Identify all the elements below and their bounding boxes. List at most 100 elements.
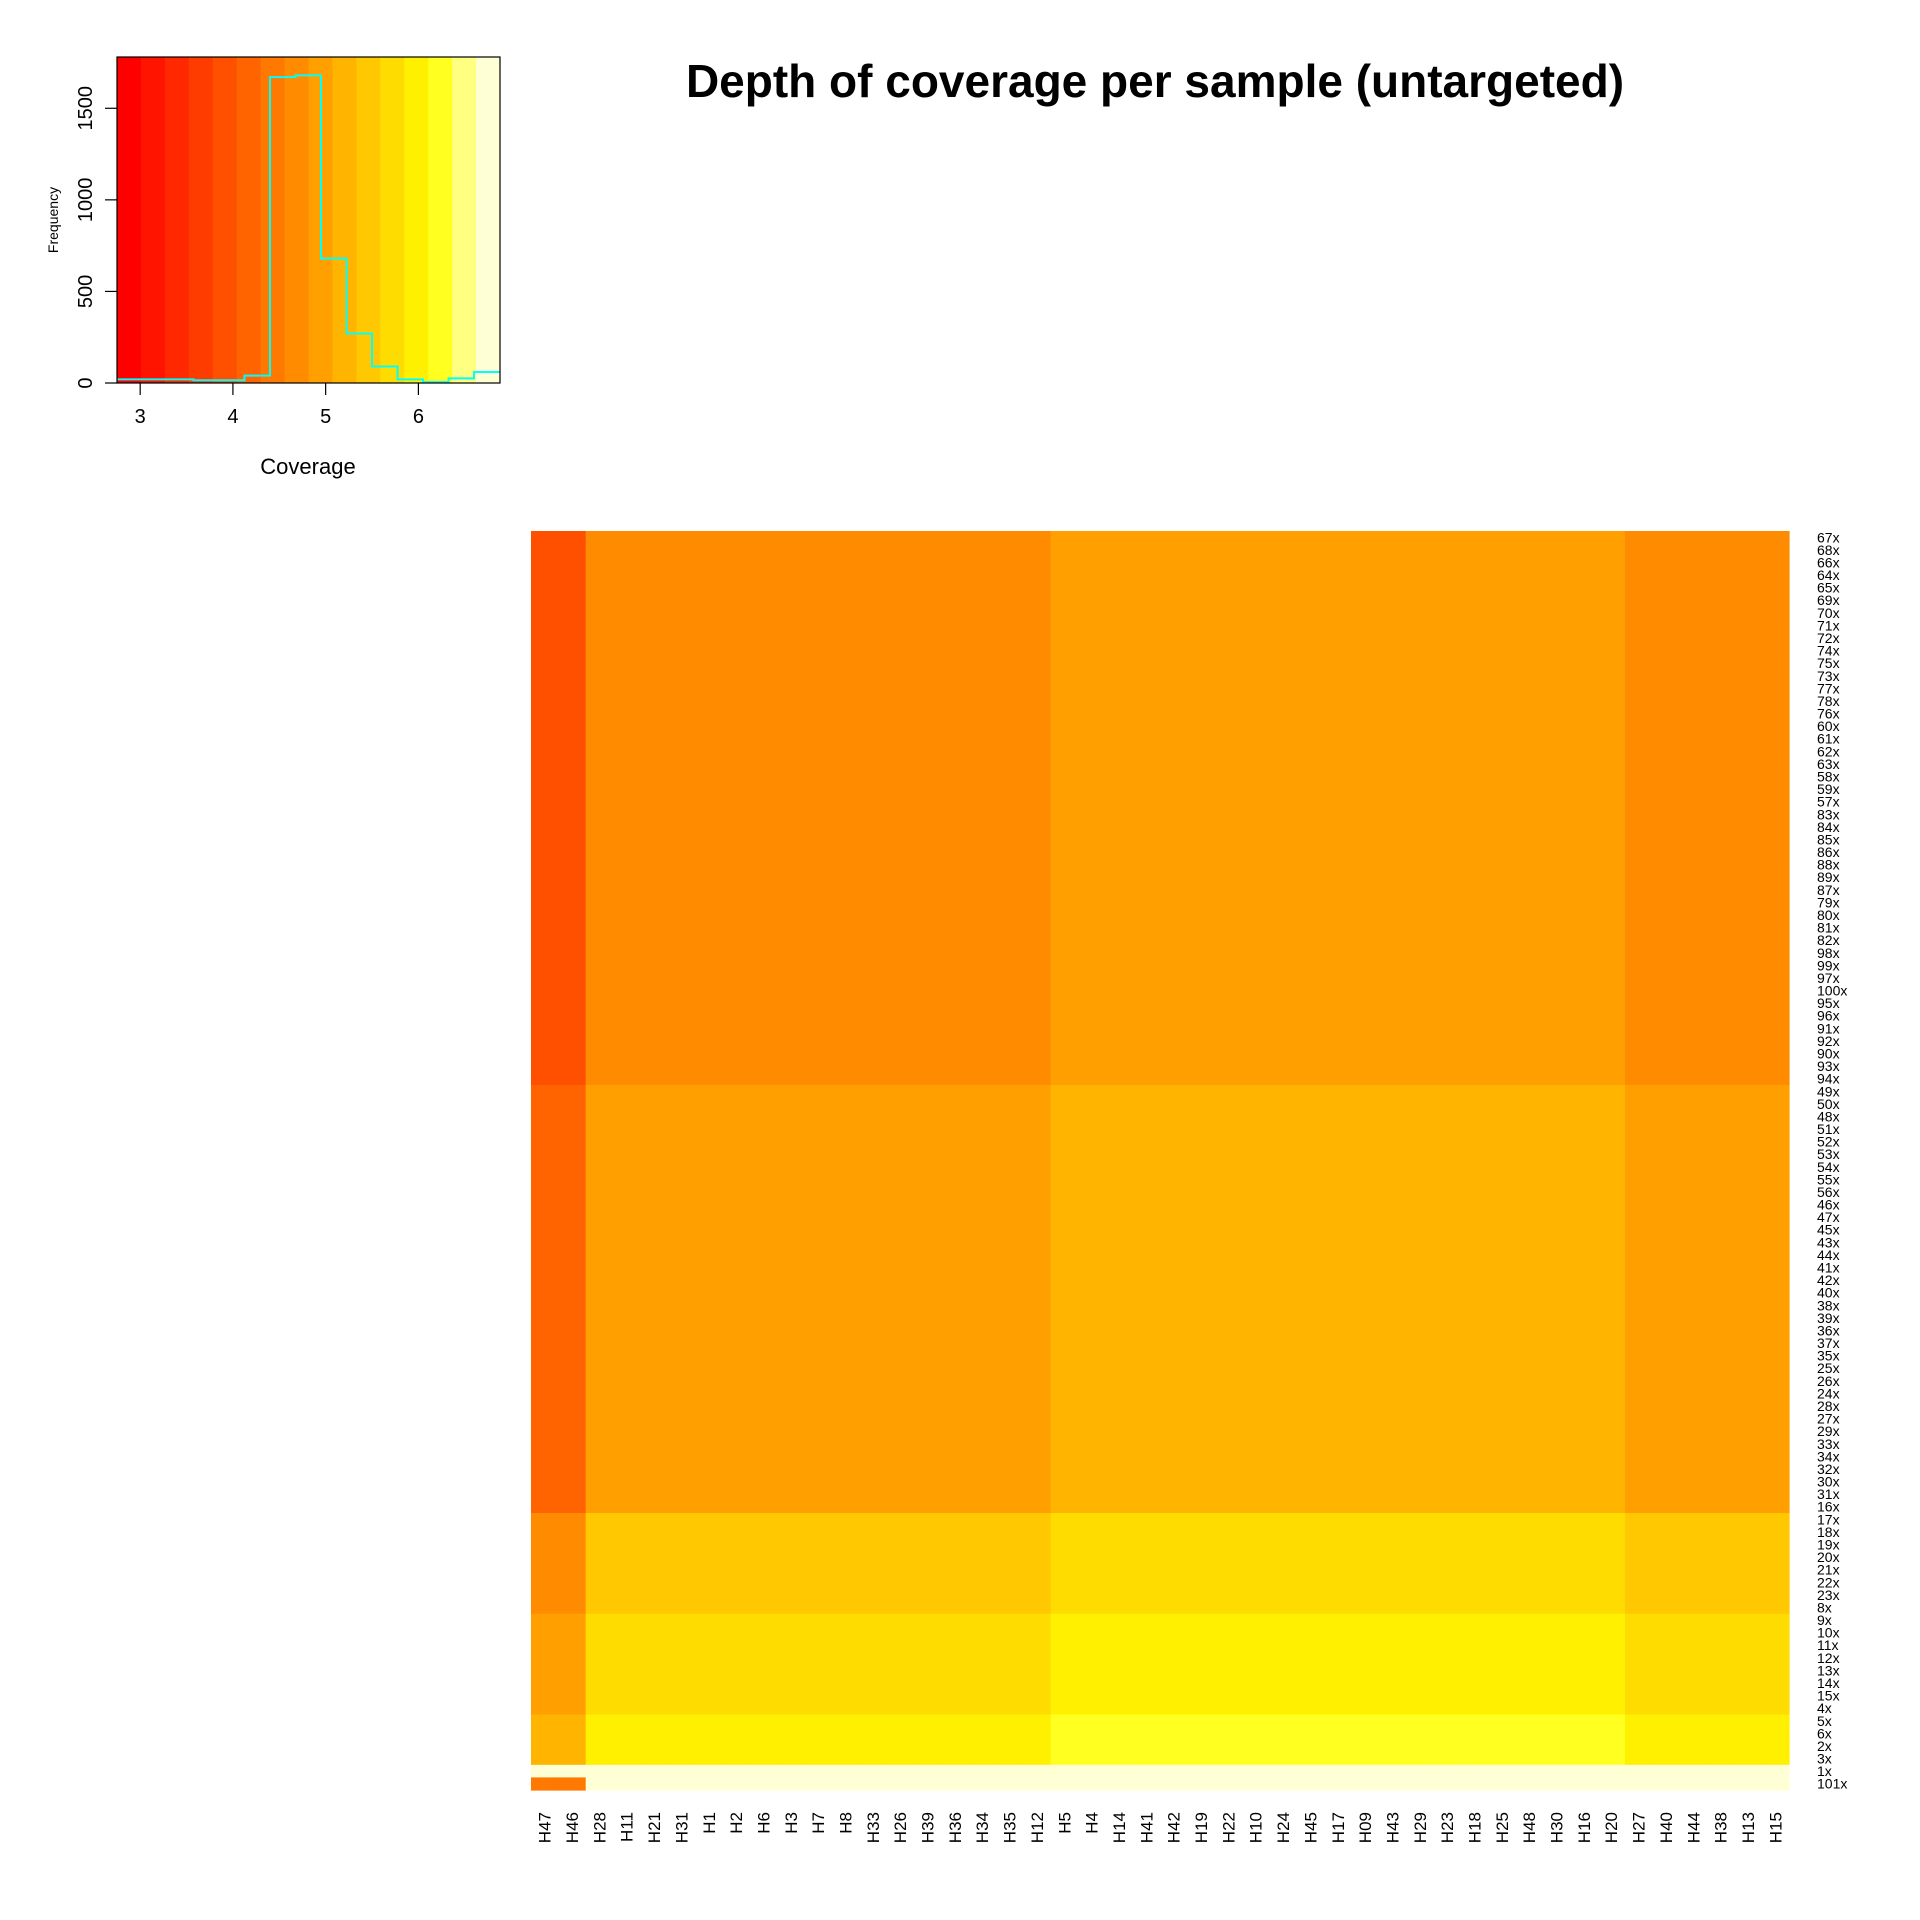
heatmap-cell: [1077, 1361, 1106, 1376]
heatmap-cell: [804, 1022, 833, 1036]
heatmap-cell: [722, 1739, 751, 1753]
heatmap-cell: [1269, 1462, 1298, 1476]
heatmap-cell: [1542, 1752, 1571, 1766]
heatmap-cell: [1433, 1022, 1462, 1036]
heatmap-cell: [1406, 1261, 1435, 1275]
heatmap-cell: [1679, 1324, 1708, 1338]
heatmap-cell: [1269, 1601, 1298, 1615]
heatmap-cell: [859, 946, 888, 960]
heatmap-cell: [1734, 845, 1763, 859]
column-label: H7: [809, 1812, 828, 1834]
heatmap-cell: [941, 631, 970, 645]
heatmap-cell: [585, 1084, 614, 1099]
heatmap-cell: [1624, 1601, 1653, 1615]
heatmap-cell: [804, 556, 833, 570]
heatmap-cell: [1761, 656, 1790, 671]
heatmap-cell: [968, 581, 997, 595]
heatmap-cell: [1624, 1034, 1653, 1048]
heatmap-cell: [777, 1059, 806, 1073]
heatmap-cell: [1023, 1399, 1052, 1413]
heatmap-cell: [831, 1487, 860, 1502]
heatmap-cell: [1077, 1110, 1106, 1124]
heatmap-cell: [1734, 1387, 1763, 1401]
heatmap-cell: [667, 581, 696, 595]
row-label: 4x: [1817, 1700, 1832, 1716]
heatmap-cell: [831, 568, 860, 582]
heatmap-cell: [1351, 996, 1380, 1011]
heatmap-cell: [831, 1500, 860, 1514]
heatmap-cell: [1597, 1286, 1626, 1300]
heatmap-cell: [1515, 1034, 1544, 1048]
heatmap-cell: [1570, 1349, 1599, 1363]
heatmap-cell: [1460, 656, 1489, 671]
heatmap-cell: [1706, 1047, 1735, 1061]
heatmap-cell: [749, 1513, 778, 1527]
heatmap-cell: [1351, 656, 1380, 671]
heatmap-cell: [1351, 1550, 1380, 1564]
heatmap-cell: [1460, 1525, 1489, 1539]
heatmap-cell: [1761, 1210, 1790, 1225]
heatmap-cell: [941, 1349, 970, 1363]
heatmap-cell: [777, 1752, 806, 1766]
heatmap-cell: [1132, 1676, 1161, 1690]
heatmap-cell: [667, 1311, 696, 1325]
heatmap-cell: [695, 896, 724, 910]
heatmap-cell: [585, 1563, 614, 1577]
heatmap-cell: [749, 1198, 778, 1212]
heatmap-cell: [1488, 1764, 1517, 1779]
heatmap-cell: [1242, 1752, 1270, 1766]
heatmap-cell: [1597, 1475, 1626, 1489]
heatmap-cell: [941, 1601, 970, 1615]
heatmap-cell: [695, 1210, 724, 1225]
heatmap-cell: [531, 1626, 559, 1640]
heatmap-cell: [722, 1361, 751, 1376]
heatmap-cell: [777, 1739, 806, 1753]
heatmap-cell: [1160, 1261, 1188, 1275]
heatmap-cell: [1460, 1198, 1489, 1212]
heatmap-cell: [613, 782, 641, 796]
column-label: H16: [1575, 1812, 1594, 1843]
heatmap-cell: [558, 1651, 587, 1665]
heatmap-cell: [941, 1009, 970, 1023]
heatmap-cell: [1351, 1286, 1380, 1300]
heatmap-cell: [1296, 1374, 1325, 1388]
heatmap-cell: [886, 1513, 915, 1527]
heatmap-cell: [640, 1651, 669, 1665]
heatmap-cell: [1679, 1311, 1708, 1325]
heatmap-cell: [1679, 1147, 1708, 1162]
heatmap-cell: [968, 845, 997, 859]
heatmap-cell: [640, 1550, 669, 1564]
heatmap-cell: [1187, 1739, 1216, 1753]
heatmap-cell: [1406, 1412, 1435, 1426]
heatmap-cell: [1351, 1424, 1380, 1439]
heatmap-cell: [1652, 568, 1681, 582]
heatmap-cell: [558, 1487, 587, 1502]
heatmap-cell: [1050, 1097, 1079, 1111]
heatmap-cell: [585, 1739, 614, 1753]
heatmap-cell: [995, 984, 1024, 998]
heatmap-cell: [558, 1739, 587, 1753]
heatmap-cell: [1515, 1752, 1544, 1766]
heatmap-cell: [1734, 1298, 1763, 1313]
color-key-band: [332, 57, 357, 383]
heatmap-cell: [1242, 1072, 1270, 1086]
heatmap-cell: [558, 870, 587, 885]
color-key-band: [212, 57, 238, 383]
heatmap-cell: [859, 1462, 888, 1476]
color-key-bands: [117, 57, 501, 383]
heatmap-cell: [1378, 707, 1407, 721]
heatmap-cell: [831, 946, 860, 960]
heatmap-cell: [1269, 1261, 1298, 1275]
heatmap-cell: [531, 1676, 559, 1690]
heatmap-cell: [749, 1651, 778, 1665]
heatmap-cell: [1406, 1072, 1435, 1086]
heatmap-cell: [722, 1500, 751, 1514]
heatmap-cell: [1570, 682, 1599, 696]
heatmap-cell: [777, 1072, 806, 1086]
heatmap-cell: [1324, 1651, 1353, 1665]
heatmap-cell: [1187, 933, 1216, 948]
heatmap-cell: [749, 833, 778, 847]
heatmap-cell: [804, 1500, 833, 1514]
heatmap-cell: [804, 531, 833, 545]
heatmap-cell: [1296, 858, 1325, 872]
